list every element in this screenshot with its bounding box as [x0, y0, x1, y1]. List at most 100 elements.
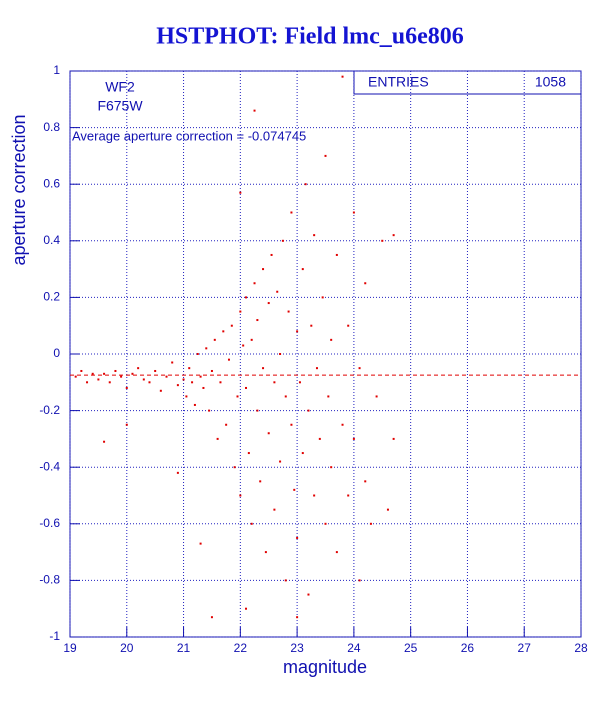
point	[296, 616, 299, 619]
point	[301, 268, 304, 271]
point	[256, 409, 259, 412]
point	[250, 338, 253, 341]
point	[131, 372, 134, 375]
point	[264, 551, 267, 554]
point	[225, 423, 228, 426]
point	[108, 381, 111, 384]
point	[284, 395, 287, 398]
point	[335, 253, 338, 256]
x-tick-label: 28	[574, 641, 588, 655]
y-tick-label: -0.2	[39, 403, 60, 417]
point	[125, 423, 128, 426]
point	[392, 234, 395, 237]
y-tick-label: 0.8	[43, 120, 60, 134]
annotation: Average aperture correction = -0.074745	[72, 128, 306, 143]
stats-value: 1058	[535, 74, 566, 90]
point	[165, 375, 168, 378]
x-tick-label: 25	[404, 641, 418, 655]
point	[208, 409, 211, 412]
point	[307, 409, 310, 412]
point	[281, 239, 284, 242]
point	[176, 384, 179, 387]
point	[279, 460, 282, 463]
x-tick-label: 24	[347, 641, 361, 655]
point	[375, 395, 378, 398]
point	[341, 423, 344, 426]
x-tick-label: 22	[234, 641, 248, 655]
y-tick-label: 0.6	[43, 176, 60, 190]
point	[262, 367, 265, 370]
point	[307, 593, 310, 596]
point	[330, 466, 333, 469]
point	[125, 386, 128, 389]
point	[97, 378, 100, 381]
point	[239, 310, 242, 313]
point	[191, 381, 194, 384]
point	[321, 296, 324, 299]
point	[276, 290, 279, 293]
point	[250, 522, 253, 525]
point	[287, 310, 290, 313]
point	[219, 381, 222, 384]
point	[171, 361, 174, 364]
point	[210, 616, 213, 619]
point	[230, 324, 233, 327]
x-axis-label: magnitude	[283, 657, 367, 677]
point	[239, 494, 242, 497]
chart-title: HSTPHOT: Field lmc_u6e806	[156, 24, 464, 50]
point	[364, 480, 367, 483]
point	[296, 330, 299, 333]
point	[120, 375, 123, 378]
point	[202, 386, 205, 389]
point	[253, 109, 256, 112]
point	[239, 191, 242, 194]
point	[369, 522, 372, 525]
point	[270, 253, 273, 256]
point	[262, 268, 265, 271]
point	[296, 536, 299, 539]
point	[182, 378, 185, 381]
point	[324, 522, 327, 525]
x-tick-label: 23	[290, 641, 304, 655]
point	[279, 353, 282, 355]
point	[318, 437, 321, 440]
x-tick-label: 21	[177, 641, 191, 655]
point	[205, 347, 208, 350]
y-tick-label: -0.4	[39, 459, 60, 473]
point	[222, 330, 225, 333]
point	[392, 437, 395, 440]
point	[352, 437, 355, 440]
point	[313, 494, 316, 497]
point	[347, 324, 350, 327]
point	[80, 369, 83, 372]
point	[154, 369, 157, 372]
y-tick-label: -0.8	[39, 573, 60, 587]
x-tick-label: 19	[63, 641, 77, 655]
point	[74, 375, 77, 378]
point	[199, 542, 202, 545]
stats-label: ENTRIES	[368, 74, 429, 90]
point	[247, 452, 250, 455]
point	[245, 607, 248, 610]
point	[114, 369, 117, 372]
x-tick-label: 27	[518, 641, 532, 655]
point	[293, 488, 296, 491]
point	[273, 381, 276, 384]
y-tick-label: 0.2	[43, 290, 60, 304]
point	[253, 282, 256, 285]
point	[199, 375, 202, 378]
point	[185, 395, 188, 398]
annotation: WF2	[105, 79, 135, 95]
point	[290, 423, 293, 426]
point	[324, 154, 327, 157]
point	[193, 403, 196, 406]
point	[210, 369, 213, 372]
point	[352, 211, 355, 214]
point	[196, 353, 199, 355]
point	[330, 338, 333, 341]
point	[256, 319, 259, 322]
point	[159, 389, 162, 392]
point	[301, 452, 304, 455]
